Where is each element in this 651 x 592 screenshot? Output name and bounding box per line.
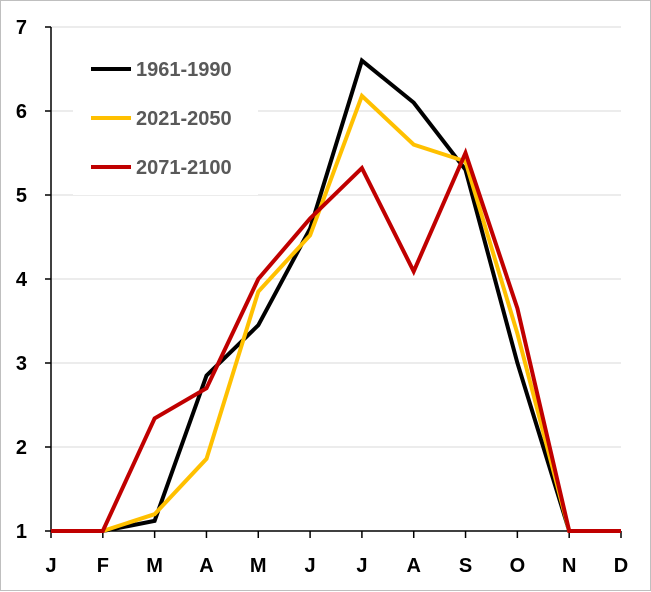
x-tick-label: M	[146, 555, 163, 577]
x-tick-label: J	[305, 555, 316, 577]
x-tick-label: O	[510, 555, 526, 577]
y-tick-label: 4	[16, 269, 28, 291]
y-tick-label: 6	[16, 101, 27, 123]
y-tick-label: 3	[16, 353, 27, 375]
series-line-2	[51, 147, 621, 533]
y-tick-label: 2	[16, 437, 27, 459]
x-tick-label: A	[407, 555, 421, 577]
legend-label: 1961-1990	[136, 59, 232, 81]
y-tick-labels: 1 2 3 4 5 6 7	[16, 17, 28, 543]
x-tick-label: A	[199, 555, 213, 577]
series-line-1	[51, 92, 621, 533]
y-tick-label: 5	[16, 185, 27, 207]
legend: 1961-1990 2021-2050 2071-2100	[73, 45, 258, 195]
y-tick-label: 7	[16, 17, 27, 39]
series-lines	[51, 57, 621, 533]
x-tick-label: D	[614, 555, 628, 577]
series-line-0	[51, 57, 621, 533]
x-tick-label: S	[459, 555, 472, 577]
x-tick-label: F	[97, 555, 109, 577]
x-tick-label: J	[356, 555, 367, 577]
x-tick-label: N	[562, 555, 576, 577]
axes	[45, 26, 622, 538]
legend-label: 2071-2100	[136, 157, 232, 179]
x-tick-label: J	[45, 555, 56, 577]
y-tick-label: 1	[16, 521, 27, 543]
legend-label: 2021-2050	[136, 108, 232, 130]
x-tick-label: M	[250, 555, 267, 577]
